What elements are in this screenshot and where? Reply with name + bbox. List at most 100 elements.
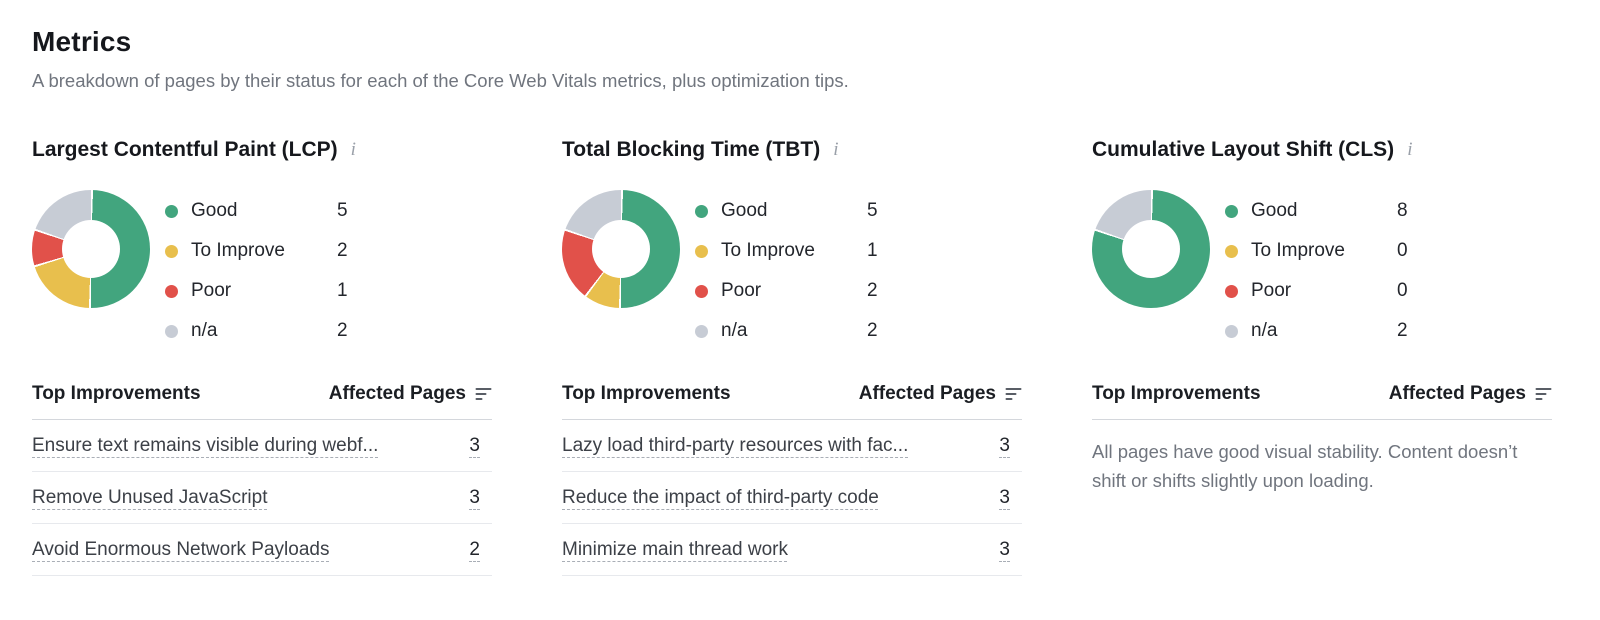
metrics-grid: Largest Contentful Paint (LCP) i Good 5 … xyxy=(32,138,1560,576)
affected-pages-count[interactable]: 3 xyxy=(469,435,480,456)
legend-count: 0 xyxy=(1397,280,1408,301)
affected-pages-count[interactable]: 3 xyxy=(999,487,1010,508)
legend-row-poor: Poor 0 xyxy=(1225,271,1552,311)
legend-label: Good xyxy=(1251,200,1298,221)
improvements-header: Top Improvements xyxy=(32,383,201,404)
affected-pages-count[interactable]: 3 xyxy=(999,435,1010,456)
improvement-row: Reduce the impact of third-party code 3 xyxy=(562,472,1022,524)
affected-pages-header: Affected Pages xyxy=(859,383,1022,405)
metrics-section: Metrics A breakdown of pages by their st… xyxy=(32,26,1560,576)
metric-card-lcp: Largest Contentful Paint (LCP) i Good 5 … xyxy=(32,138,492,576)
donut-hole xyxy=(1122,220,1180,278)
improvement-link[interactable]: Ensure text remains visible during webf.… xyxy=(32,435,379,456)
affected-pages-label: Affected Pages xyxy=(858,383,996,404)
tbt-chart-row: Good 5 To Improve 1 Poor 2 xyxy=(562,190,1022,351)
legend-row-na: n/a 2 xyxy=(695,311,1022,351)
tbt-legend: Good 5 To Improve 1 Poor 2 xyxy=(695,190,1022,351)
affected-pages-header: Affected Pages xyxy=(329,383,492,405)
cls-donut-chart xyxy=(1092,190,1210,308)
legend-label: n/a xyxy=(721,320,748,341)
sort-icon[interactable] xyxy=(1005,387,1022,401)
legend-row-good: Good 8 xyxy=(1225,191,1552,231)
legend-row-na: n/a 2 xyxy=(165,311,492,351)
tbt-improvements-table: Top Improvements Affected Pages Lazy loa… xyxy=(562,383,1022,576)
metric-card-cls: Cumulative Layout Shift (CLS) i Good 8 T… xyxy=(1092,138,1552,576)
legend-dot-good xyxy=(1225,204,1238,218)
legend-count: 5 xyxy=(337,200,348,221)
legend-dot-to-improve xyxy=(1225,244,1238,258)
improvement-link[interactable]: Remove Unused JavaScript xyxy=(32,487,268,508)
affected-pages-header: Affected Pages xyxy=(1389,383,1552,405)
tbt-donut-chart xyxy=(562,190,680,308)
legend-dot-poor xyxy=(1225,284,1238,298)
improvement-row: Minimize main thread work 3 xyxy=(562,524,1022,576)
legend-count: 2 xyxy=(337,240,348,261)
legend-dot-na xyxy=(695,324,708,338)
affected-pages-count[interactable]: 2 xyxy=(469,539,480,560)
sort-icon[interactable] xyxy=(475,387,492,401)
legend-row-poor: Poor 1 xyxy=(165,271,492,311)
legend-row-poor: Poor 2 xyxy=(695,271,1022,311)
legend-label: Poor xyxy=(1251,280,1292,301)
legend-label: To Improve xyxy=(191,240,285,261)
cls-legend: Good 8 To Improve 0 Poor 0 xyxy=(1225,190,1552,351)
legend-count: 8 xyxy=(1397,200,1408,221)
table-header: Top Improvements Affected Pages xyxy=(562,383,1022,420)
improvement-row: Ensure text remains visible during webf.… xyxy=(32,420,492,472)
legend-row-to-improve: To Improve 1 xyxy=(695,231,1022,271)
legend-count: 2 xyxy=(337,320,348,341)
legend-dot-na xyxy=(1225,324,1238,338)
sort-icon[interactable] xyxy=(1535,387,1552,401)
legend-count: 2 xyxy=(867,320,878,341)
cls-improvements-table: Top Improvements Affected Pages All page… xyxy=(1092,383,1552,495)
legend-label: To Improve xyxy=(721,240,815,261)
legend-count: 1 xyxy=(867,240,878,261)
legend-label: n/a xyxy=(191,320,218,341)
affected-pages-label: Affected Pages xyxy=(328,383,466,404)
improvement-row: Remove Unused JavaScript 3 xyxy=(32,472,492,524)
legend-count: 5 xyxy=(867,200,878,221)
improvement-row: Avoid Enormous Network Payloads 2 xyxy=(32,524,492,576)
info-icon[interactable]: i xyxy=(833,139,839,160)
legend-label: Poor xyxy=(191,280,232,301)
cls-stability-note: All pages have good visual stability. Co… xyxy=(1092,441,1518,491)
lcp-donut-chart xyxy=(32,190,150,308)
legend-row-good: Good 5 xyxy=(165,191,492,231)
legend-count: 1 xyxy=(337,280,348,301)
legend-label: n/a xyxy=(1251,320,1278,341)
improvements-header: Top Improvements xyxy=(1092,383,1261,404)
improvement-link[interactable]: Minimize main thread work xyxy=(562,539,788,560)
legend-dot-na xyxy=(165,324,178,338)
legend-label: Good xyxy=(191,200,238,221)
legend-dot-good xyxy=(165,204,178,218)
legend-row-na: n/a 2 xyxy=(1225,311,1552,351)
table-header: Top Improvements Affected Pages xyxy=(32,383,492,420)
legend-dot-to-improve xyxy=(695,244,708,258)
cls-title: Cumulative Layout Shift (CLS) xyxy=(1092,138,1395,161)
legend-label: Good xyxy=(721,200,768,221)
improvement-row: Lazy load third-party resources with fac… xyxy=(562,420,1022,472)
info-icon[interactable]: i xyxy=(350,139,356,160)
lcp-header: Largest Contentful Paint (LCP) i xyxy=(32,138,492,162)
page-subtitle: A breakdown of pages by their status for… xyxy=(32,70,849,91)
legend-row-good: Good 5 xyxy=(695,191,1022,231)
legend-label: To Improve xyxy=(1251,240,1345,261)
table-header: Top Improvements Affected Pages xyxy=(1092,383,1552,420)
lcp-chart-row: Good 5 To Improve 2 Poor 1 xyxy=(32,190,492,351)
improvement-link[interactable]: Lazy load third-party resources with fac… xyxy=(562,435,909,456)
legend-dot-to-improve xyxy=(165,244,178,258)
legend-dot-poor xyxy=(165,284,178,298)
legend-dot-good xyxy=(695,204,708,218)
improvement-link[interactable]: Reduce the impact of third-party code xyxy=(562,487,879,508)
affected-pages-count[interactable]: 3 xyxy=(999,539,1010,560)
donut-hole xyxy=(62,220,120,278)
info-icon[interactable]: i xyxy=(1407,139,1413,160)
tbt-title: Total Blocking Time (TBT) xyxy=(562,138,821,161)
affected-pages-count[interactable]: 3 xyxy=(469,487,480,508)
lcp-improvements-table: Top Improvements Affected Pages Ensure t… xyxy=(32,383,492,576)
improvement-link[interactable]: Avoid Enormous Network Payloads xyxy=(32,539,330,560)
cls-header: Cumulative Layout Shift (CLS) i xyxy=(1092,138,1552,162)
legend-row-to-improve: To Improve 2 xyxy=(165,231,492,271)
legend-count: 2 xyxy=(1397,320,1408,341)
legend-row-to-improve: To Improve 0 xyxy=(1225,231,1552,271)
